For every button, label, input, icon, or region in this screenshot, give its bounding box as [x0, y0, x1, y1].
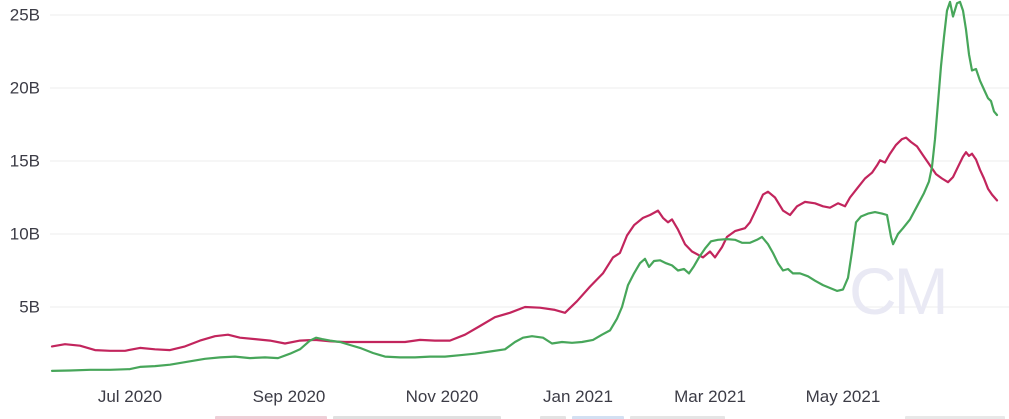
- clipped-legend-text: [630, 416, 725, 419]
- series-line-red[interactable]: [50, 136, 999, 352]
- y-tick-label: 10B: [9, 224, 40, 244]
- clipped-legend-text: [540, 416, 566, 419]
- coinmetrics-watermark: CM: [849, 254, 949, 328]
- x-tick-label: Sep 2020: [252, 387, 326, 406]
- y-tick-label: 15B: [9, 151, 40, 171]
- y-tick-label: 5B: [19, 297, 40, 317]
- clipped-legend-text: [572, 416, 624, 419]
- series-line-green[interactable]: [50, 0, 999, 372]
- clipped-legend-text: [215, 416, 327, 419]
- x-tick-label: Jul 2020: [97, 387, 163, 406]
- y-tick-label: 25B: [9, 5, 40, 25]
- clipped-legend-text: [333, 416, 501, 419]
- x-tick-label: Mar 2021: [674, 387, 746, 406]
- clipped-legend-text: [905, 416, 1005, 419]
- y-tick-label: 20B: [9, 78, 40, 98]
- x-tick-label: Jan 2021: [543, 387, 613, 406]
- x-tick-label: May 2021: [805, 387, 881, 406]
- x-tick-label: Nov 2020: [405, 387, 479, 406]
